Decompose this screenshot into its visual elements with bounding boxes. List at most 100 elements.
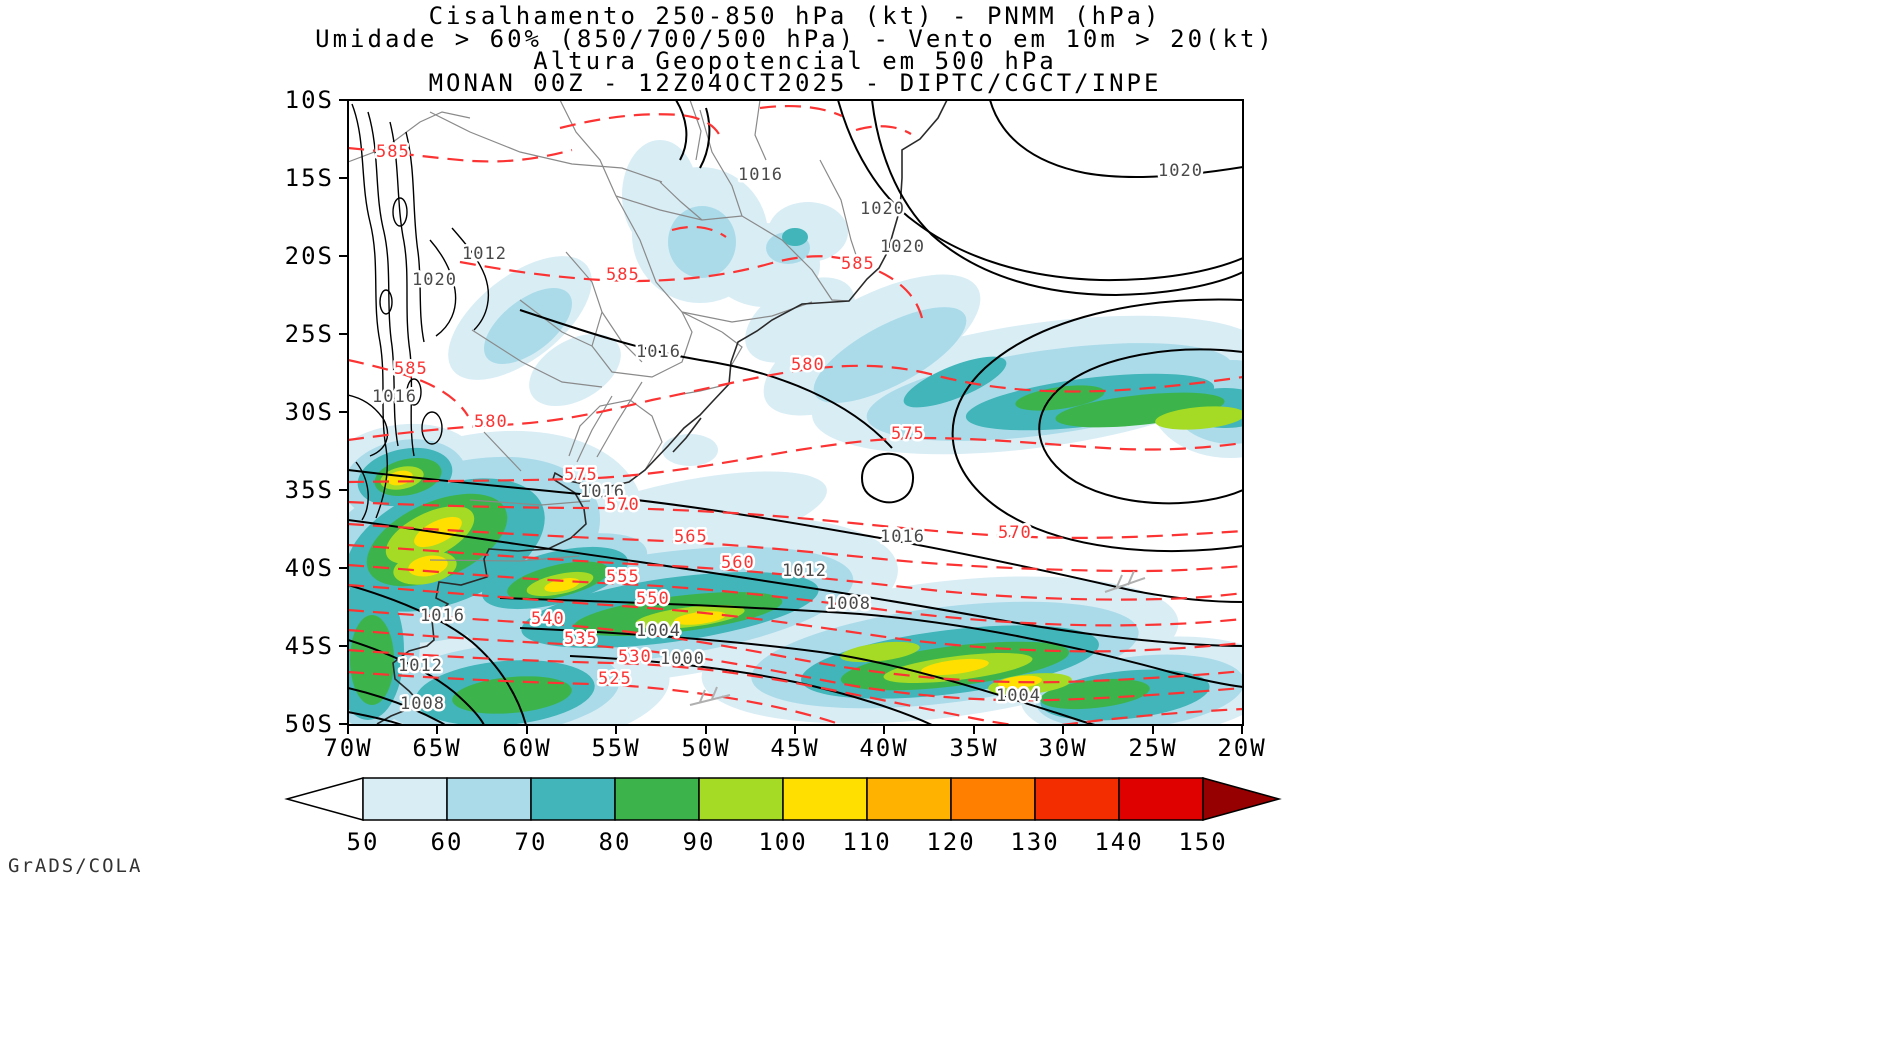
svg-text:55W: 55W: [591, 734, 640, 762]
svg-text:60W: 60W: [502, 734, 551, 762]
svg-text:1012: 1012: [462, 244, 507, 264]
svg-text:60: 60: [431, 828, 464, 856]
svg-text:585: 585: [376, 142, 410, 162]
title-line-1: Cisalhamento 250-850 hPa (kt) - PNMM (hP…: [429, 2, 1162, 30]
svg-text:1016: 1016: [580, 482, 625, 502]
svg-text:140: 140: [1094, 828, 1143, 856]
svg-text:45S: 45S: [285, 632, 334, 660]
svg-text:575: 575: [564, 465, 598, 485]
svg-text:40W: 40W: [859, 734, 908, 762]
svg-text:45W: 45W: [770, 734, 819, 762]
svg-text:1008: 1008: [826, 594, 871, 614]
svg-text:90: 90: [683, 828, 716, 856]
colorbar-cell: [698, 777, 784, 821]
svg-text:65W: 65W: [412, 734, 461, 762]
colorbar-cell: [950, 777, 1036, 821]
map-content: 1020 1016 1020 1020 1012 1020 1016 1016 …: [348, 100, 1243, 725]
svg-text:1008: 1008: [400, 694, 445, 714]
title-line-4: MONAN 00Z - 12Z04OCT2025 - DIPTC/CGCT/IN…: [429, 69, 1162, 97]
colorbar-cell: [866, 777, 952, 821]
lon-axis-labels: 70W 65W 60W 55W 50W 45W 40W 35W 30W 25W …: [323, 734, 1266, 762]
svg-text:1020: 1020: [860, 199, 905, 219]
svg-text:1000: 1000: [660, 649, 705, 669]
colorbar-cell: [530, 777, 616, 821]
svg-text:530: 530: [618, 647, 652, 667]
svg-text:1020: 1020: [880, 237, 925, 257]
svg-text:50W: 50W: [681, 734, 730, 762]
svg-text:30S: 30S: [285, 398, 334, 426]
svg-text:580: 580: [791, 355, 825, 375]
pressure-contour-labels: 1020 1016 1020 1020 1012 1020 1016 1016 …: [370, 159, 1205, 717]
lat-tick-marks: [339, 99, 348, 725]
coastline: [376, 100, 948, 725]
svg-text:25W: 25W: [1128, 734, 1177, 762]
svg-text:1016: 1016: [420, 606, 465, 626]
svg-text:50S: 50S: [285, 710, 334, 738]
colorbar: 50 60 70 80 90 100 110 120 130 140 150: [284, 777, 1282, 856]
svg-text:35W: 35W: [949, 734, 998, 762]
svg-text:70: 70: [515, 828, 548, 856]
svg-text:1016: 1016: [880, 527, 925, 547]
andes-contours: [348, 103, 489, 521]
title-line-2: Umidade > 60% (850/700/500 hPa) - Vento …: [315, 25, 1275, 53]
svg-text:150: 150: [1178, 828, 1227, 856]
lon-tick-marks: [347, 725, 1243, 734]
svg-text:25S: 25S: [285, 320, 334, 348]
colorbar-cell: [446, 777, 532, 821]
svg-text:1020: 1020: [1158, 161, 1203, 181]
colorbar-cell: [1118, 777, 1204, 821]
wind-barb-icons: [689, 570, 1146, 706]
pressure-contours: [348, 100, 1243, 725]
title-line-3: Altura Geopotencial em 500 hPa: [533, 47, 1056, 75]
svg-text:20W: 20W: [1217, 734, 1266, 762]
height-contours: [348, 104, 1243, 725]
colorbar-cell: [782, 777, 868, 821]
svg-text:80: 80: [599, 828, 632, 856]
svg-text:535: 535: [564, 629, 598, 649]
colorbar-overflow-arrow: [1202, 777, 1282, 821]
svg-text:70W: 70W: [323, 734, 372, 762]
svg-text:585: 585: [394, 359, 428, 379]
svg-text:130: 130: [1010, 828, 1059, 856]
svg-text:35S: 35S: [285, 476, 334, 504]
svg-text:540: 540: [531, 609, 565, 629]
svg-text:575: 575: [891, 424, 925, 444]
colorbar-underflow-arrow: [284, 777, 364, 821]
svg-text:570: 570: [998, 523, 1032, 543]
svg-text:10S: 10S: [285, 86, 334, 114]
svg-text:50: 50: [347, 828, 380, 856]
svg-text:580: 580: [474, 412, 508, 432]
svg-text:585: 585: [606, 265, 640, 285]
svg-text:565: 565: [674, 527, 708, 547]
svg-text:585: 585: [841, 254, 875, 274]
svg-text:100: 100: [758, 828, 807, 856]
svg-text:15S: 15S: [285, 164, 334, 192]
svg-text:1016: 1016: [636, 342, 681, 362]
lat-axis-labels: 10S 15S 20S 25S 30S 35S 40S 45S 50S: [285, 86, 334, 738]
colorbar-labels: 50 60 70 80 90 100 110 120 130 140 150: [347, 828, 1227, 856]
svg-text:1020: 1020: [412, 270, 457, 290]
svg-text:1004: 1004: [996, 686, 1041, 706]
svg-text:1012: 1012: [398, 656, 443, 676]
svg-text:120: 120: [926, 828, 975, 856]
colorbar-cell: [362, 777, 448, 821]
svg-text:525: 525: [598, 669, 632, 689]
colorbar-cell: [614, 777, 700, 821]
svg-text:570: 570: [606, 495, 640, 515]
grads-credit: GrADS/COLA: [8, 855, 142, 877]
svg-text:20S: 20S: [285, 242, 334, 270]
svg-text:1016: 1016: [738, 165, 783, 185]
svg-text:550: 550: [636, 589, 670, 609]
svg-text:555: 555: [606, 567, 640, 587]
svg-text:1012: 1012: [782, 561, 827, 581]
svg-text:560: 560: [721, 553, 755, 573]
svg-text:1016: 1016: [372, 387, 417, 407]
svg-text:40S: 40S: [285, 554, 334, 582]
height-contour-labels: 585 585 585 585 580 580 575 575 570 570 …: [374, 140, 1034, 692]
figure-titles: Cisalhamento 250-850 hPa (kt) - PNMM (hP…: [315, 2, 1275, 97]
svg-text:30W: 30W: [1038, 734, 1087, 762]
svg-text:110: 110: [842, 828, 891, 856]
svg-text:1004: 1004: [636, 621, 681, 641]
